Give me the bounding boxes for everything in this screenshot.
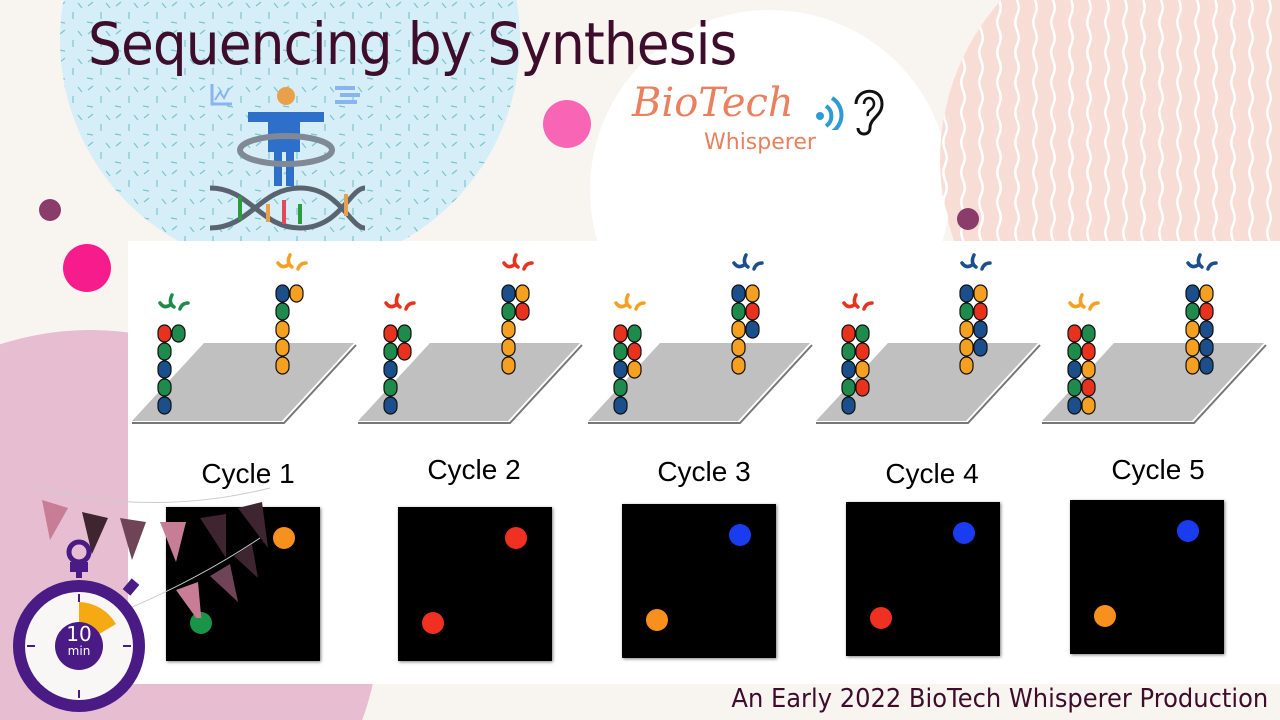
cycle-label: Cycle 4 [885, 458, 979, 489]
signal-spot-bottom [190, 612, 212, 634]
signal-spot-top [273, 527, 295, 549]
cycle-label: Cycle 2 [427, 454, 521, 485]
signal-spot-bottom [1094, 605, 1116, 627]
ear-icon [854, 89, 884, 136]
cycle-label: Cycle 5 [1111, 454, 1205, 485]
signal-spot-top [505, 527, 527, 549]
stopwatch-icon [13, 539, 145, 712]
bunting-decoration [29, 485, 271, 618]
fluorescence-image [846, 502, 1000, 656]
footer-credit: An Early 2022 BioTech Whisperer Producti… [731, 684, 1268, 714]
timer-unit: min [67, 644, 91, 658]
signal-spot-bottom [422, 612, 444, 634]
biotech-whisperer-logo: BioTech Whisperer [632, 80, 902, 160]
signal-spot-bottom [646, 609, 668, 631]
signal-spot-bottom [870, 607, 892, 629]
signal-spot-top [729, 524, 751, 546]
timer-value: 10 [66, 622, 92, 646]
fluorescence-image [622, 504, 776, 658]
signal-spot-top [1177, 520, 1199, 542]
human-dna-illustration-icon [209, 84, 366, 231]
flow-cell-strands-diagram [132, 253, 1267, 424]
stopwatch-timer: 10 min [6, 538, 152, 718]
cycle-label: Cycle 3 [657, 456, 751, 487]
fluorescence-image [1070, 500, 1224, 654]
logo-line2: Whisperer [704, 130, 816, 155]
signal-spot-top [953, 522, 975, 544]
fluorescence-image [398, 507, 552, 661]
slide-title: Sequencing by Synthesis [88, 10, 737, 78]
wifi-signal-icon [816, 96, 844, 130]
logo-line1: BioTech [632, 80, 794, 126]
fluorescence-image [166, 507, 320, 661]
cycle-label: Cycle 1 [201, 458, 295, 489]
